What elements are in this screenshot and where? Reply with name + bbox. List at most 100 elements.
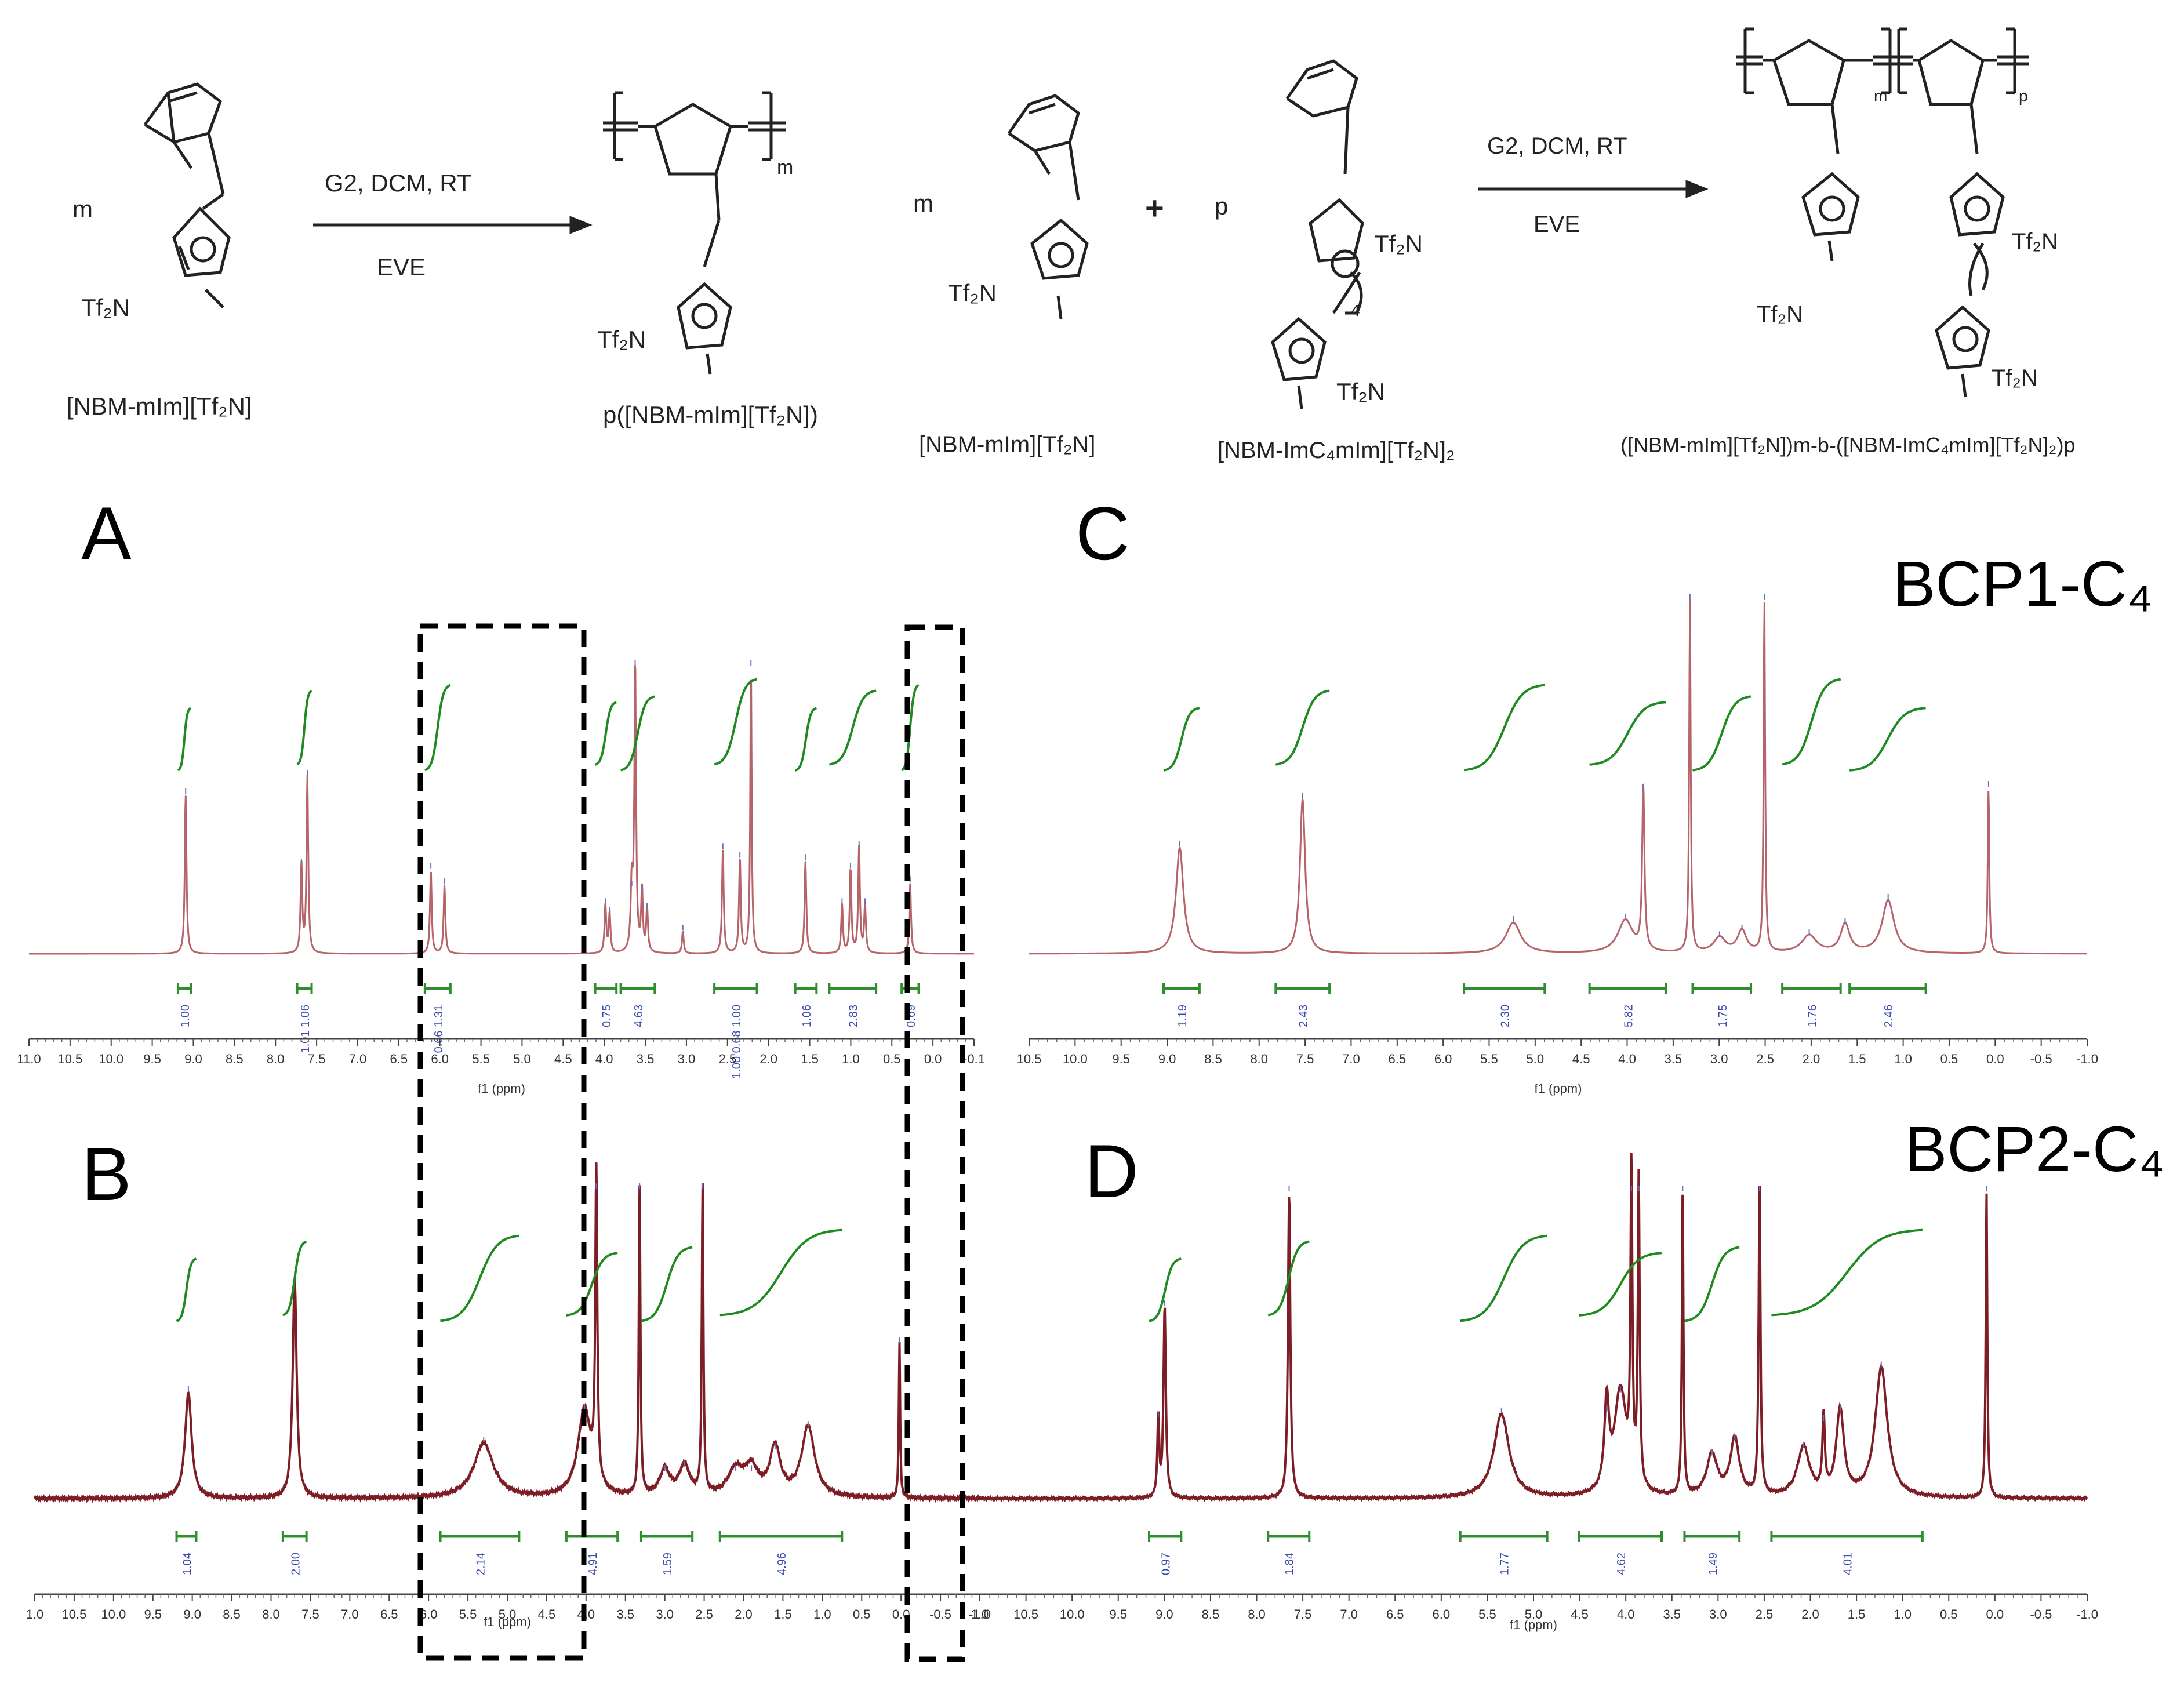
integral-curve	[1460, 1234, 1547, 1322]
integral-curve	[296, 689, 312, 766]
integral-value: 2.14	[474, 1553, 487, 1575]
spectrum-line	[979, 1153, 2088, 1503]
x-tick-label: -0.5	[929, 1607, 951, 1622]
integral-value: 2.83	[848, 1005, 860, 1027]
integral-curve	[176, 1257, 197, 1322]
integral-value: 5.82	[1622, 1005, 1635, 1027]
x-tick-label: 9.0	[184, 1052, 202, 1066]
x-tick-label: 6.0	[1433, 1607, 1451, 1622]
x-tick-label: 2.0	[1801, 1607, 1819, 1622]
integral-curve	[440, 1234, 519, 1322]
x-tick-label: -1.0	[2076, 1607, 2098, 1622]
x-tick-label: 10.5	[62, 1607, 87, 1622]
monomer1-label-right: [NBM-mIm][Tf₂N]	[919, 432, 1095, 457]
integral-curve	[177, 707, 191, 772]
integral-curve	[1163, 707, 1200, 772]
conditions-top-right: G2, DCM, RT	[1487, 133, 1627, 159]
x-tick-label: 5.5	[1478, 1607, 1496, 1622]
x-tick-label: 1.0	[842, 1052, 860, 1066]
integral-value: 1.01 1.06	[299, 1005, 312, 1053]
x-tick-label: 0.0	[1986, 1607, 2004, 1622]
integral-value: 1.00 0.68 1.00	[731, 1005, 743, 1079]
x-tick-label: 3.0	[1709, 1607, 1727, 1622]
conditions-bottom-right: EVE	[1533, 212, 1580, 237]
x-tick-label: 1.5	[1848, 1052, 1866, 1066]
monomer-label-left: [NBM-mIm][Tf₂N]	[67, 392, 252, 420]
integral-value: 4.62	[1615, 1553, 1628, 1575]
panel-letter-a: A	[81, 491, 132, 576]
x-tick-label: 3.5	[637, 1052, 655, 1066]
integral-value: 1.00	[179, 1005, 192, 1027]
integral-curve	[424, 684, 451, 772]
x-tick-label: 9.0	[183, 1607, 201, 1622]
x-tick-label: 6.5	[1388, 1052, 1406, 1066]
norbornene-structure-3	[1271, 59, 1364, 409]
dashed-box-olefinic	[417, 623, 587, 1661]
integral-curve	[1579, 1252, 1662, 1317]
x-tick-label: 4.0	[595, 1052, 613, 1066]
x-tick-label: 5.0	[1527, 1052, 1545, 1066]
x-tick-label: -0.5	[2030, 1052, 2052, 1066]
spacer-subscript: 4	[1351, 301, 1360, 319]
x-tick-label: 3.0	[678, 1052, 696, 1066]
x-tick-label: 7.5	[1296, 1052, 1314, 1066]
x-tick-label: 0.0	[924, 1052, 942, 1066]
x-tick-label: 6.0	[1434, 1052, 1452, 1066]
counterion-left: Tf₂N	[81, 294, 130, 321]
x-axis-label: f1 (ppm)	[1535, 1081, 1582, 1096]
integral-value: 4.96	[776, 1553, 788, 1575]
x-tick-label: 4.5	[538, 1607, 556, 1622]
integral-value: 2.00	[289, 1553, 302, 1575]
polymer-counterion-left: Tf₂N	[597, 326, 646, 353]
integral-value: 0.75	[601, 1005, 613, 1027]
x-tick-label: 9.5	[1112, 1052, 1130, 1066]
x-tick-label: 8.0	[262, 1607, 280, 1622]
x-tick-label: 8.0	[267, 1052, 285, 1066]
x-tick-label: 4.0	[1618, 1052, 1636, 1066]
x-tick-label: 6.0	[431, 1052, 449, 1066]
bcp-label: ([NBM-mIm][Tf₂N])m-b-([NBM-ImC₄mIm][Tf₂N…	[1620, 433, 2076, 457]
x-tick-label: 4.5	[1571, 1607, 1589, 1622]
integral-curve	[282, 1240, 307, 1317]
integral-value: 1.06	[801, 1005, 813, 1027]
x-tick-label: 1.5	[774, 1607, 792, 1622]
integral-value: 2.46	[1883, 1005, 1895, 1027]
x-tick-label: 3.5	[1665, 1052, 1682, 1066]
x-tick-label: 1.0	[971, 1607, 989, 1622]
monomer2-counterion-top: Tf₂N	[1374, 230, 1423, 257]
spectrum-panel-a: 1.00 1.01 1.06 0.66 1.31 0.75 4.63 1.00 0.68 …	[17, 660, 985, 1096]
x-tick-label: 10.5	[57, 1052, 82, 1066]
integral-curve	[594, 701, 617, 766]
x-tick-label: 0.5	[883, 1052, 901, 1066]
x-tick-label: 5.0	[1525, 1607, 1543, 1622]
x-tick-label: 7.0	[1342, 1052, 1360, 1066]
bcp-counterion-bottom: Tf₂N	[1992, 365, 2038, 391]
bcp-counterion-mid: Tf₂N	[2012, 229, 2058, 255]
x-tick-label: 8.5	[223, 1607, 241, 1622]
x-tick-label: 0.0	[1986, 1052, 2004, 1066]
integral-curve	[1149, 1257, 1182, 1322]
spectrum-line	[29, 665, 974, 955]
x-tick-label: 0.5	[853, 1607, 871, 1622]
scheme-labels: m Tf₂N [NBM-mIm][Tf₂N] G2, DCM, RT EVE m…	[67, 87, 2076, 463]
x-tick-label: 5.5	[472, 1052, 490, 1066]
x-tick-label: 0.5	[1940, 1607, 1958, 1622]
x-tick-label: 5.5	[1480, 1052, 1498, 1066]
x-tick-label: 2.5	[718, 1052, 736, 1066]
integral-curve	[901, 684, 920, 772]
x-tick-label: 1.0	[1894, 1607, 1912, 1622]
integral-value: 0.66 1.31	[433, 1005, 445, 1053]
plus-sign: +	[1145, 190, 1164, 226]
x-tick-label: 9.0	[1155, 1607, 1173, 1622]
x-tick-label: 2.5	[695, 1607, 713, 1622]
x-tick-label: 6.5	[1386, 1607, 1404, 1622]
integral-curve	[1275, 689, 1330, 766]
integral-curve	[1463, 684, 1545, 772]
x-tick-label: 7.0	[349, 1052, 367, 1066]
repeat-p-right: p	[1215, 192, 1228, 220]
panel-title-d: BCP2-C₄	[1905, 1114, 2164, 1185]
integral-value: 4.63	[633, 1005, 645, 1027]
bcp-repeat-m: m	[1874, 87, 1887, 105]
integral-value: 1.59	[662, 1553, 674, 1575]
x-tick-label: 1.5	[801, 1052, 819, 1066]
